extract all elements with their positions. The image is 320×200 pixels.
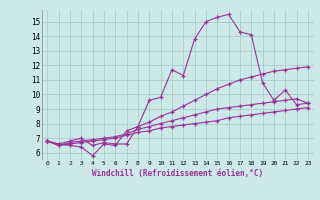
X-axis label: Windchill (Refroidissement éolien,°C): Windchill (Refroidissement éolien,°C) (92, 169, 263, 178)
